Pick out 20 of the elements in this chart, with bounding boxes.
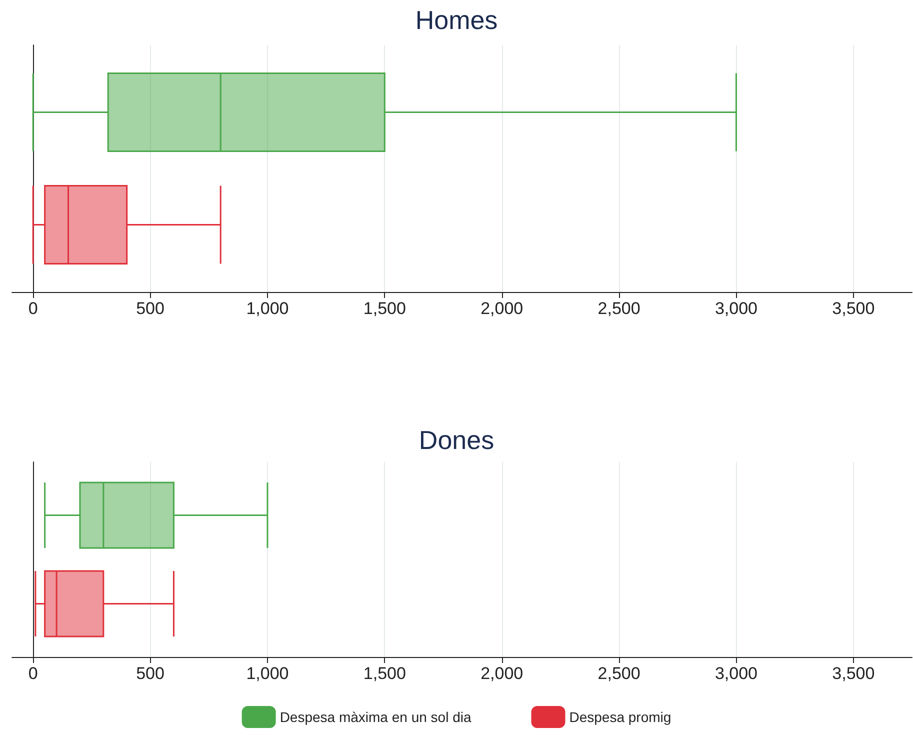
x-tick-label: 3,000	[714, 664, 758, 683]
x-tick-label: 500	[136, 664, 164, 683]
legend-label: Despesa promig	[569, 709, 672, 725]
x-tick-label: 2,000	[480, 664, 524, 683]
x-tick-label: 0	[28, 299, 38, 318]
chart-title: Homes	[415, 5, 498, 35]
legend-label: Despesa màxima en un sol dia	[280, 709, 472, 725]
x-tick-label: 3,000	[714, 299, 758, 318]
x-tick-label: 500	[136, 299, 164, 318]
x-tick-label: 2,500	[598, 299, 640, 318]
x-tick-label: 3,500	[832, 299, 875, 318]
x-tick-label: 1,000	[246, 664, 289, 683]
x-tick-label: 1,000	[246, 299, 289, 318]
x-tick-label: 0	[28, 664, 38, 683]
x-tick-label: 2,500	[598, 664, 640, 683]
x-tick-label: 2,000	[480, 299, 524, 318]
x-tick-label: 1,500	[363, 664, 406, 683]
x-tick-label: 3,500	[832, 664, 875, 683]
x-tick-label: 1,500	[363, 299, 406, 318]
chart-title: Dones	[418, 425, 494, 455]
